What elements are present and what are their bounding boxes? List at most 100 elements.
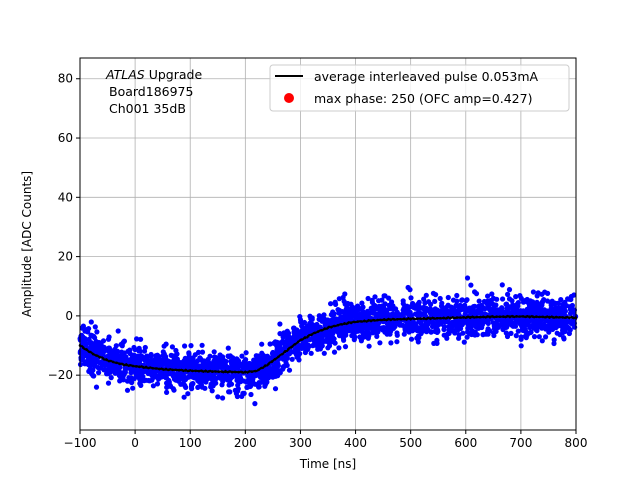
average-pulse-point — [353, 320, 356, 324]
data-point — [449, 306, 455, 312]
average-pulse-point — [296, 340, 300, 344]
data-point — [260, 378, 266, 384]
data-point — [153, 355, 159, 361]
data-point — [291, 325, 297, 331]
data-point — [82, 352, 88, 359]
average-pulse-point — [432, 317, 436, 320]
data-point — [243, 357, 249, 363]
data-point — [460, 330, 466, 336]
average-pulse-point — [197, 369, 201, 373]
average-pulse-point — [217, 370, 221, 373]
data-point — [113, 343, 119, 349]
data-point — [530, 299, 536, 305]
data-point — [315, 346, 321, 352]
data-point — [118, 341, 124, 348]
average-pulse-point — [455, 316, 459, 319]
average-pulse-point — [283, 350, 287, 354]
average-pulse-point — [306, 334, 310, 338]
data-point — [141, 348, 148, 354]
data-point — [489, 291, 495, 297]
data-point — [431, 311, 438, 317]
data-point — [241, 390, 247, 396]
average-pulse-point — [134, 365, 138, 368]
data-point — [181, 394, 187, 400]
data-point — [521, 322, 527, 328]
average-pulse-point — [201, 369, 204, 373]
data-point — [485, 331, 491, 337]
data-point — [210, 372, 217, 378]
data-point — [478, 311, 484, 317]
average-pulse-point — [399, 317, 403, 321]
x-tick-label: −100 — [64, 436, 97, 450]
data-point — [499, 306, 505, 312]
data-point — [314, 334, 320, 340]
data-point — [408, 336, 415, 342]
data-point — [470, 304, 477, 310]
data-point — [89, 356, 95, 362]
data-point — [272, 360, 279, 366]
data-point — [405, 284, 411, 291]
average-pulse-point — [320, 329, 323, 332]
x-tick-label: 700 — [509, 436, 532, 450]
average-pulse-point — [412, 317, 416, 321]
data-point — [146, 360, 152, 366]
data-point — [171, 387, 177, 393]
data-point — [562, 308, 569, 314]
data-point — [434, 340, 440, 346]
data-point — [509, 298, 515, 304]
data-point — [491, 332, 497, 339]
data-point — [220, 357, 226, 363]
data-point — [497, 317, 503, 323]
data-point — [332, 299, 338, 305]
data-point — [217, 352, 223, 358]
data-point — [316, 316, 322, 322]
data-point — [422, 300, 428, 306]
average-pulse-point — [356, 320, 360, 323]
data-point — [416, 299, 422, 305]
average-pulse-point — [187, 369, 191, 373]
data-point — [199, 384, 205, 390]
data-point — [434, 329, 440, 335]
average-pulse-point — [128, 364, 131, 367]
average-pulse-point — [373, 319, 376, 322]
average-pulse-point — [277, 355, 280, 359]
data-point — [168, 352, 174, 358]
average-pulse-point — [330, 325, 333, 329]
data-point — [536, 334, 542, 340]
data-point — [86, 326, 92, 332]
data-point — [94, 329, 100, 335]
data-point — [450, 297, 457, 303]
data-point — [535, 320, 541, 326]
data-point — [203, 361, 209, 367]
data-point — [348, 301, 354, 307]
average-pulse-point — [240, 370, 244, 374]
data-point — [518, 334, 524, 340]
average-pulse-point — [343, 322, 346, 326]
average-pulse-point — [571, 316, 574, 319]
data-point — [134, 336, 140, 342]
average-pulse-point — [247, 370, 250, 374]
data-point — [321, 350, 327, 356]
data-point — [485, 293, 491, 299]
data-point — [165, 363, 171, 369]
data-point — [343, 306, 349, 312]
data-point — [560, 327, 566, 333]
average-pulse-point — [85, 348, 88, 352]
data-point — [389, 299, 395, 305]
data-point — [515, 328, 521, 334]
data-point — [190, 381, 196, 387]
data-point — [385, 331, 391, 337]
annotation-upgrade: Upgrade — [145, 67, 203, 82]
average-pulse-point — [525, 315, 528, 318]
average-pulse-point — [111, 360, 115, 364]
data-point — [220, 395, 226, 401]
data-point — [394, 339, 400, 345]
data-point — [358, 306, 364, 312]
data-point — [361, 310, 367, 316]
data-point — [408, 295, 414, 301]
average-pulse-point — [287, 348, 290, 351]
data-point — [145, 370, 151, 377]
data-point — [418, 324, 425, 330]
data-point — [365, 295, 371, 302]
legend-box — [269, 64, 570, 112]
